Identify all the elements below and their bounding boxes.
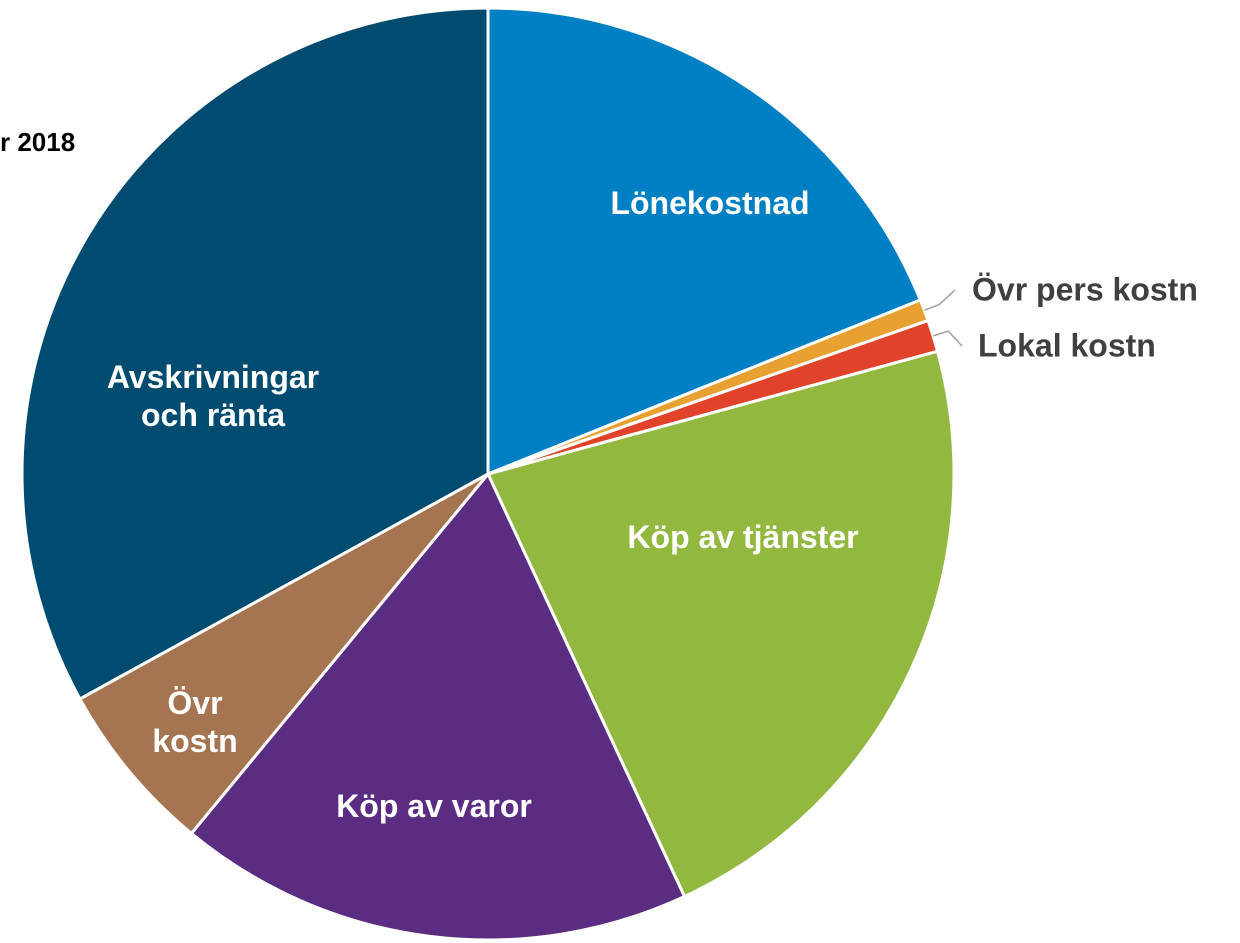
leader-line [924,289,956,311]
pie-slice [20,6,490,701]
slice-label: Övr kostn [152,685,238,759]
leader-line [932,330,963,347]
chart-title: r 2018 [0,127,75,157]
pie-slice [189,471,687,942]
pie-slice [485,349,956,899]
pie-slice [486,6,923,477]
slice-label: Lönekostnad [610,185,810,221]
slice-label: Köp av varor [336,788,532,824]
slice-label: Lokal kostn [978,327,1156,364]
slice-label: Köp av tjänster [627,519,859,555]
slice-label: Avskrivningar och ränta [106,359,320,433]
slice-label: Övr pers kostn [972,271,1198,308]
pie-slice [77,472,490,836]
